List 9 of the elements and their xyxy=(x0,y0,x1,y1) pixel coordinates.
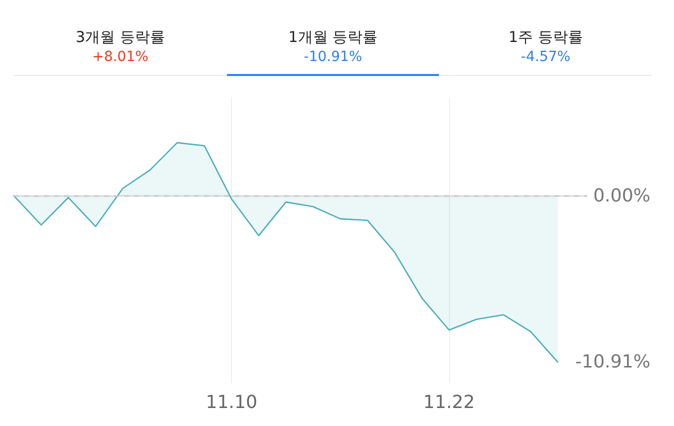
text: -4.57% xyxy=(520,48,572,67)
text: +8.01% xyxy=(91,48,150,67)
y-tick-label: 0.00% xyxy=(593,185,650,206)
text: 1주 등락률 xyxy=(508,27,584,47)
text: 1개월 등락률 xyxy=(287,27,379,47)
x-tick-label: 11.10 xyxy=(206,392,258,413)
text: 3개월 등락률 xyxy=(74,27,166,47)
text: -10.91% xyxy=(302,48,364,67)
x-tick-label: 11.22 xyxy=(423,392,475,413)
